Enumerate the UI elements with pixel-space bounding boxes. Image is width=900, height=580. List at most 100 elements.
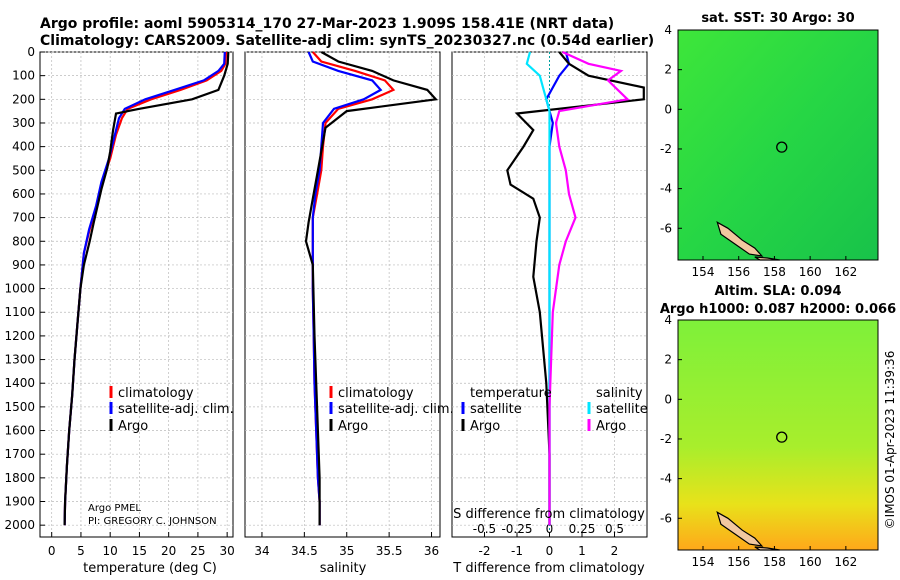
map-x-tick-label: 156 — [727, 265, 750, 279]
map-y-tick-label: 4 — [664, 313, 672, 327]
header-line1: Argo profile: aoml 5905314_170 27-Mar-20… — [40, 16, 614, 32]
header-line2: Climatology: CARS2009. Satellite-adj cli… — [40, 33, 654, 49]
y-tick-label: 1800 — [4, 471, 35, 485]
map-y-tick-label: -4 — [660, 182, 672, 196]
map-y-tick-label: 0 — [664, 392, 672, 406]
difference-top-label: S difference from climatology — [453, 507, 645, 522]
y-tick-label: 0 — [27, 45, 35, 59]
sst-map-field — [677, 29, 879, 261]
top-x-tick-label: 0.25 — [569, 522, 596, 536]
series-line-argo — [63, 51, 230, 526]
sal-legend-clim-label: climatology — [338, 386, 414, 401]
x-tick-label: 2 — [611, 544, 619, 558]
temperature-panel: 0100200300400500600700800900100011001200… — [4, 45, 234, 576]
diff-legend-tsat-label: satellite — [470, 402, 522, 417]
y-tick-label: 1100 — [4, 305, 35, 319]
credit-line2: PI: GREGORY C. JOHNSON — [88, 516, 217, 527]
salinity-panel: 34 34.5 35 35.5 36 salinity climatology sate… — [244, 51, 454, 576]
y-tick-label: 1500 — [4, 400, 35, 414]
y-tick-label: 1200 — [4, 329, 35, 343]
diff-legend-s-title: salinity — [596, 386, 643, 401]
x-tick-label: 36 — [424, 544, 439, 558]
y-tick-label: 1700 — [4, 447, 35, 461]
argo-location-marker — [776, 431, 788, 443]
map-x-tick-label: 158 — [763, 555, 786, 569]
x-tick-label: 34.5 — [291, 544, 318, 558]
y-tick-label: 600 — [12, 187, 35, 201]
salinity-xlabel: salinity — [320, 561, 367, 576]
map-y-tick-label: -4 — [660, 472, 672, 486]
y-tick-label: 1000 — [4, 282, 35, 296]
map-y-tick-label: -6 — [660, 221, 672, 235]
map-x-tick-label: 154 — [692, 555, 715, 569]
y-tick-label: 200 — [12, 92, 35, 106]
island-landmass — [716, 511, 764, 547]
island-landmass — [754, 546, 780, 551]
temperature-xlabel: temperature (deg C) — [83, 561, 217, 576]
y-tick-label: 300 — [12, 116, 35, 130]
y-tick-label: 500 — [12, 163, 35, 177]
top-x-tick-label: 0.5 — [605, 522, 624, 536]
sla-map-subtitle: Argo h1000: 0.087 h2000: 0.066 — [660, 302, 896, 317]
sal-legend-argo-label: Argo — [338, 419, 368, 434]
argo-location-marker — [776, 141, 788, 153]
x-tick-label: 1 — [578, 544, 586, 558]
series-line-argo — [304, 51, 439, 526]
x-tick-label: 10 — [103, 544, 118, 558]
map-y-tick-label: 2 — [664, 63, 672, 77]
map-x-tick-label: 154 — [692, 265, 715, 279]
y-tick-label: 800 — [12, 234, 35, 248]
legend-argo-label: Argo — [118, 419, 148, 434]
x-tick-label: -1 — [511, 544, 523, 558]
x-tick-label: 35.5 — [376, 544, 403, 558]
map-y-tick-label: 4 — [664, 23, 672, 37]
x-tick-label: -2 — [479, 544, 491, 558]
y-tick-label: 1900 — [4, 495, 35, 509]
series-line-salinity-argo — [548, 50, 630, 526]
map-x-tick-label: 158 — [763, 265, 786, 279]
top-x-tick-label: 0 — [546, 522, 554, 536]
diff-legend-ssat-label: satellite — [596, 402, 648, 417]
credit-line1: Argo PMEL — [88, 503, 141, 514]
island-landmass — [716, 221, 764, 257]
sst-map-panel: sat. SST: 30 Argo: 30 154 156 158 160 162 4 2 0… — [660, 11, 879, 279]
map-x-tick-label: 160 — [799, 555, 822, 569]
sst-map-title: sat. SST: 30 Argo: 30 — [701, 11, 854, 26]
map-y-tick-label: 0 — [664, 102, 672, 116]
x-tick-label: 0 — [546, 544, 554, 558]
series-line-salinity-satellite — [525, 51, 551, 526]
map-y-tick-label: -2 — [660, 432, 672, 446]
map-y-tick-label: 2 — [664, 353, 672, 367]
x-tick-label: 0 — [48, 544, 56, 558]
difference-panel: -2 -1 0 1 2 -0.5 -0.25 0 0.25 0.5 T difference fr… — [451, 50, 648, 576]
y-tick-label: 900 — [12, 258, 35, 272]
y-tick-label: 100 — [12, 69, 35, 83]
x-tick-label: 15 — [132, 544, 147, 558]
sla-map-panel: Altim. SLA: 0.094 Argo h1000: 0.087 h200… — [660, 284, 896, 569]
series-line-satellite-adj-clim- — [307, 51, 383, 526]
difference-xlabel: T difference from climatology — [452, 561, 645, 576]
x-tick-label: 5 — [77, 544, 85, 558]
x-tick-label: 30 — [220, 544, 235, 558]
diff-legend-sargo-label: Argo — [596, 419, 626, 434]
map-y-tick-label: -6 — [660, 511, 672, 525]
y-tick-label: 1400 — [4, 376, 35, 390]
y-tick-label: 2000 — [4, 518, 35, 532]
map-x-tick-label: 156 — [727, 555, 750, 569]
island-landmass — [754, 256, 780, 261]
top-x-tick-label: -0.25 — [501, 522, 532, 536]
map-y-tick-label: -2 — [660, 142, 672, 156]
legend-clim-label: climatology — [118, 386, 194, 401]
sal-legend-sat-label: satellite-adj. clim. — [338, 402, 454, 417]
map-x-tick-label: 162 — [834, 555, 857, 569]
x-tick-label: 25 — [190, 544, 205, 558]
map-x-tick-label: 162 — [834, 265, 857, 279]
y-tick-label: 1600 — [4, 424, 35, 438]
y-tick-label: 1300 — [4, 353, 35, 367]
legend-sat-label: satellite-adj. clim. — [118, 402, 234, 417]
y-tick-label: 700 — [12, 211, 35, 225]
diff-legend-t-title: temperature — [470, 386, 552, 401]
imos-stamp: ©IMOS 01-Apr-2023 11:39:36 — [883, 351, 897, 530]
x-tick-label: 34 — [254, 544, 269, 558]
